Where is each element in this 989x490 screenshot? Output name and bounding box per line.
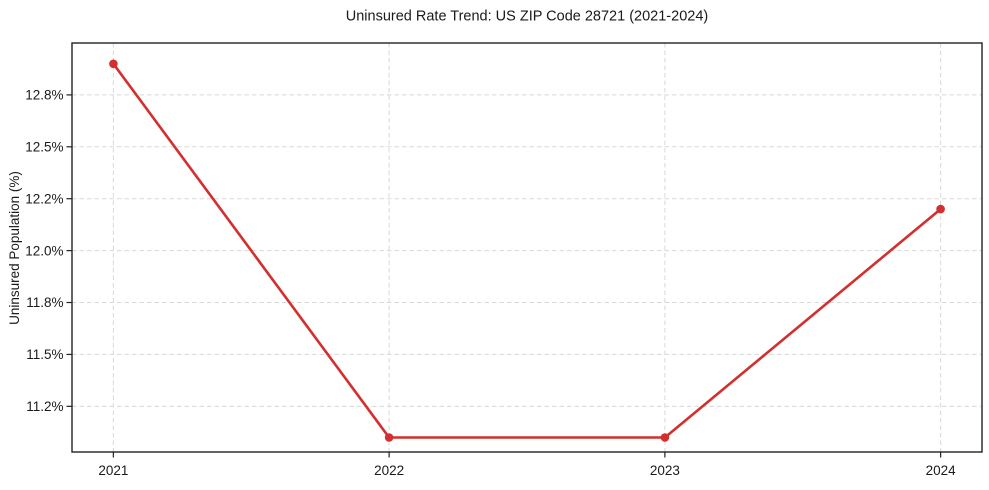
gridlines-layer	[72, 43, 982, 452]
plot-box-spines	[71, 42, 983, 453]
y-tick-label: 12.8%	[25, 88, 63, 103]
data-point-2023	[660, 433, 670, 442]
data-series-layer	[109, 59, 945, 442]
x-tick-label: 2021	[98, 463, 128, 478]
y-tick-label: 12.5%	[25, 140, 63, 155]
trend-line	[112, 62, 942, 439]
y-tick-label: 12.2%	[25, 191, 63, 206]
data-point-2022	[384, 433, 394, 442]
chart-title: Uninsured Rate Trend: US ZIP Code 28721 …	[346, 9, 708, 25]
y-tick-label: 11.8%	[26, 295, 63, 310]
axes-layer	[66, 42, 983, 458]
x-tick-label: 2023	[650, 463, 680, 478]
tick-labels-layer: 11.2% 11.5% 11.8% 12.0% 12.2% 12.5% 12.8% 2021 2…	[25, 88, 956, 478]
data-point-2021	[109, 59, 118, 69]
x-tick-label: 2022	[374, 463, 404, 478]
y-tick-label: 11.5%	[26, 347, 63, 362]
y-tick-label: 11.2%	[26, 399, 63, 414]
data-point-2024	[936, 204, 945, 214]
x-tick-label: 2024	[926, 463, 957, 478]
y-axis-title: Uninsured Population (%)	[7, 171, 22, 325]
y-tick-label: 12.0%	[25, 243, 63, 258]
